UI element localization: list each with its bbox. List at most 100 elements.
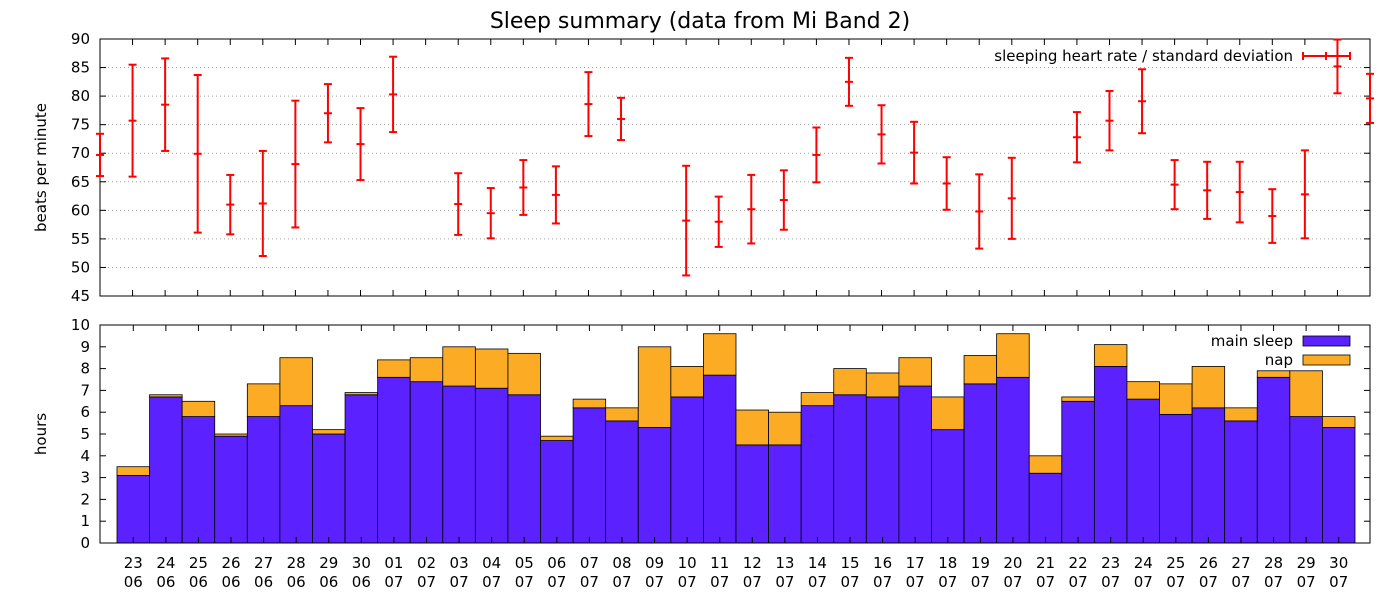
x-tick-label-month: 07: [710, 573, 729, 591]
y-tick-label: 4: [80, 447, 90, 465]
bar-main-sleep: [898, 385, 932, 544]
x-tick-label-day: 22: [1069, 554, 1088, 572]
x-tick-label-month: 06: [352, 573, 371, 591]
x-tick-label-day: 04: [482, 554, 501, 572]
bar-main-sleep: [1191, 407, 1226, 544]
x-tick-label-month: 07: [1166, 573, 1185, 591]
bar-main-sleep: [507, 394, 541, 544]
bar-nap: [996, 333, 1030, 378]
bar-main-sleep: [800, 405, 835, 544]
bar-main-sleep: [1061, 400, 1095, 544]
x-tick-label-month: 07: [906, 573, 925, 591]
error-bar-point: [551, 165, 560, 225]
bar-main-sleep: [116, 475, 150, 544]
bar-nap: [1093, 344, 1128, 367]
error-bar-point: [128, 63, 137, 178]
bar-main-sleep: [963, 383, 998, 544]
x-tick-label-day: 30: [1329, 554, 1348, 572]
x-tick-label-day: 30: [352, 554, 371, 572]
error-bar-point: [1138, 68, 1147, 135]
error-bar-point: [975, 173, 984, 250]
bar-nap: [1191, 366, 1226, 409]
x-tick-label-month: 07: [938, 573, 957, 591]
x-tick-label-month: 07: [1264, 573, 1283, 591]
y-tick-label: 7: [80, 381, 90, 399]
x-tick-label-month: 06: [156, 573, 175, 591]
bar-main-sleep: [279, 405, 313, 544]
y-tick-label: 6: [80, 403, 90, 421]
legend-label-main-sleep: main sleep: [1211, 332, 1293, 350]
bar-nap: [865, 372, 900, 398]
bar-main-sleep: [572, 407, 607, 544]
bar-nap: [442, 346, 476, 387]
bar-main-sleep: [344, 394, 379, 544]
x-tick-label-day: 27: [1231, 554, 1250, 572]
y-tick-label: 75: [71, 116, 90, 134]
x-tick-label-month: 07: [1231, 573, 1250, 591]
error-bar-point: [226, 173, 235, 236]
x-tick-label-month: 06: [287, 573, 306, 591]
y-tick-label: 1: [80, 512, 90, 530]
error-bar-point: [910, 120, 919, 185]
x-tick-label-month: 07: [678, 573, 697, 591]
bar-main-sleep: [312, 433, 346, 544]
bar-main-sleep: [1093, 366, 1128, 544]
y-tick-label: 85: [71, 59, 90, 77]
bar-nap: [670, 366, 704, 398]
bar-nap: [181, 400, 216, 417]
bar-main-sleep: [931, 429, 965, 544]
y-tick-label: 55: [71, 230, 90, 248]
x-tick-label-month: 07: [1199, 573, 1218, 591]
sleep-hours-panel: 0123456789102306240625062606270628062906…: [32, 316, 1371, 591]
x-tick-label-day: 20: [1003, 554, 1022, 572]
x-tick-label-month: 07: [580, 573, 599, 591]
bar-nap: [507, 352, 541, 396]
bar-nap: [344, 392, 379, 396]
x-tick-label-day: 24: [156, 554, 175, 572]
x-tick-label-day: 03: [450, 554, 469, 572]
x-tick-label-month: 07: [1069, 573, 1088, 591]
x-tick-label-day: 06: [547, 554, 566, 572]
x-tick-label-month: 07: [450, 573, 469, 591]
y-tick-label: 65: [71, 173, 90, 191]
x-tick-label-day: 15: [840, 554, 859, 572]
bar-main-sleep: [605, 420, 639, 544]
bar-main-sleep: [637, 427, 672, 544]
bar-nap: [637, 346, 672, 428]
bar-main-sleep: [214, 435, 248, 544]
bar-main-sleep: [246, 416, 281, 544]
bar-main-sleep: [442, 385, 476, 544]
bar-nap: [474, 348, 509, 389]
x-tick-label-day: 16: [873, 554, 892, 572]
heart-rate-panel: 45 50 55 60 65 70 75 80 85 90 beats per minute slee…: [32, 30, 1374, 305]
y-tick-label: 90: [71, 30, 90, 48]
x-tick-label-day: 17: [906, 554, 925, 572]
x-tick-label-month: 07: [1101, 573, 1120, 591]
x-tick-label-day: 28: [287, 554, 306, 572]
x-tick-label-day: 02: [417, 554, 436, 572]
bar-main-sleep: [1289, 416, 1323, 544]
x-tick-label-month: 07: [971, 573, 990, 591]
error-bar-point: [1170, 159, 1179, 211]
x-tick-label-month: 07: [417, 573, 436, 591]
x-tick-label-day: 13: [775, 554, 794, 572]
legend-label: sleeping heart rate / standard deviation: [994, 47, 1293, 65]
y-tick-label: 5: [80, 425, 90, 443]
bar-main-sleep: [670, 396, 704, 544]
error-bar-point: [747, 173, 756, 245]
bar-nap: [898, 357, 932, 387]
x-tick-label-month: 07: [743, 573, 762, 591]
error-bar-point: [486, 187, 495, 240]
x-tick-label-day: 05: [515, 554, 534, 572]
error-bar-point: [356, 107, 365, 182]
error-bar-point: [1072, 111, 1081, 164]
error-bar-point: [1366, 72, 1374, 124]
error-bar-point: [1333, 38, 1342, 95]
legend-label-nap: nap: [1265, 351, 1293, 369]
x-tick-label-month: 07: [1036, 573, 1055, 591]
x-tick-label-month: 07: [775, 573, 794, 591]
x-tick-label-month: 07: [515, 573, 534, 591]
x-tick-label-day: 14: [808, 554, 827, 572]
error-bar-point: [584, 71, 593, 138]
